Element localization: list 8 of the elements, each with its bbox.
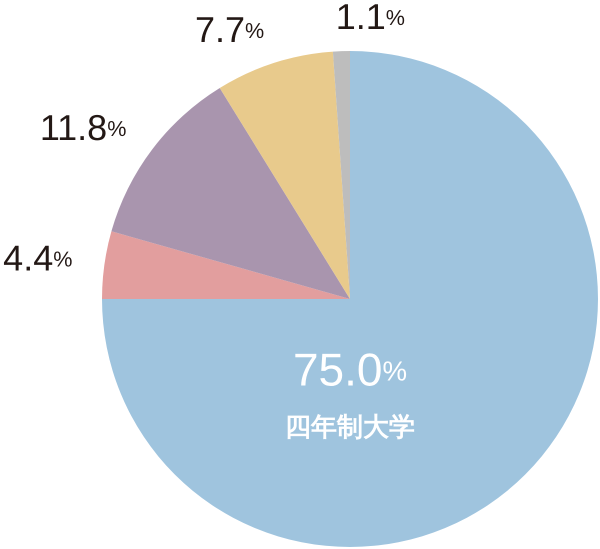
data-label: 75.0% [292,344,408,396]
pie-slice [102,231,350,299]
data-label: 4.4% [3,236,72,278]
slice-label: 四年制大学 [285,412,415,443]
data-label: 11.8% [40,106,126,148]
pie-slice [220,52,350,299]
data-label: 7.7% [194,8,264,50]
data-label: 1.1% [336,0,405,36]
